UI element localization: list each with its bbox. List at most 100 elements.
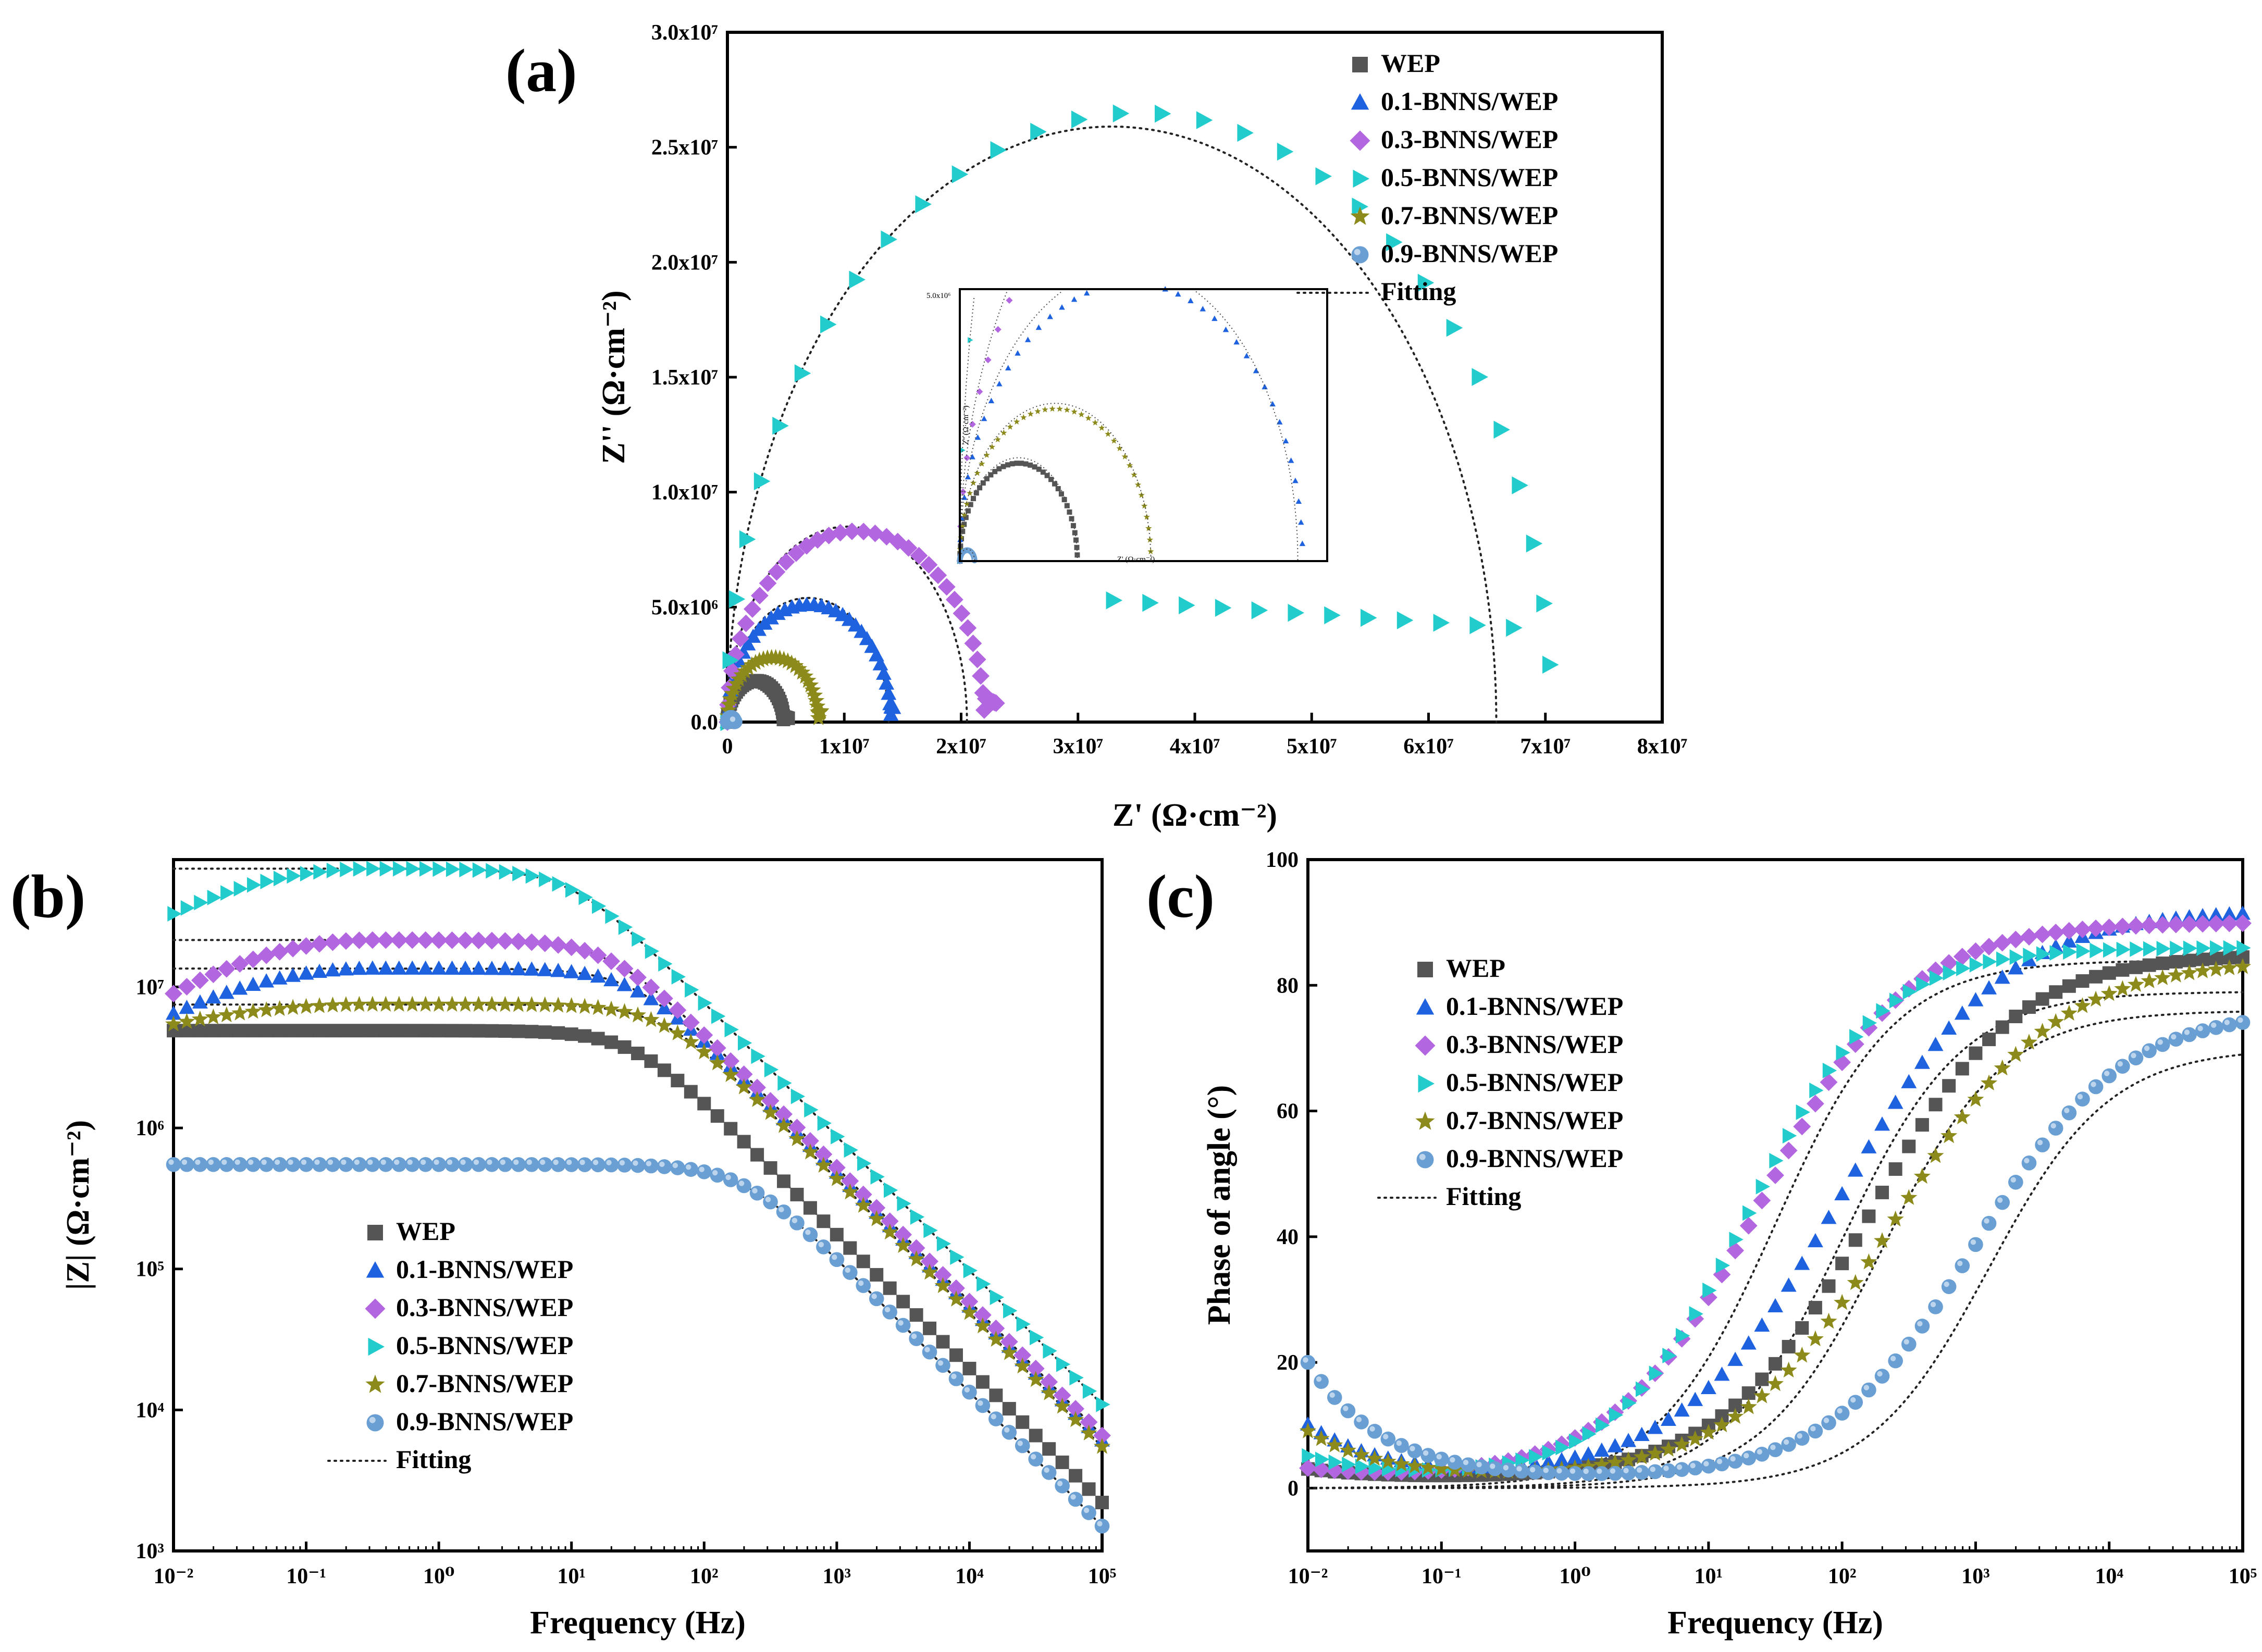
y-tick-label: 0 [1288,1476,1299,1500]
data-point [959,619,977,637]
data-point [471,1157,486,1172]
data-point [589,999,607,1015]
data-point [2128,1050,2144,1065]
data-point [797,667,814,684]
data-point [2182,1027,2197,1042]
series-0-3-bnns-wep [165,931,1111,1445]
inset-data-point [1007,424,1013,430]
data-point [1662,1348,1677,1363]
y-tick-label: 80 [1277,974,1299,998]
data-point [1339,1442,1356,1458]
inset-fit-curve-4 [959,403,1152,562]
data-point [747,653,764,670]
inset-data-point [1064,406,1070,413]
data-point [498,1157,513,1172]
fit-curve-wep [172,1029,1103,1504]
inset-data-point [961,494,968,500]
data-point [591,1032,605,1046]
data-point [975,1398,991,1413]
data-point [1396,611,1414,629]
data-point [721,695,738,712]
data-point [657,1063,671,1077]
data-point [1053,1386,1071,1405]
data-point [1179,596,1195,615]
inset-data-point [1295,498,1302,504]
data-point [2007,1046,2024,1062]
data-point [962,1361,977,1375]
data-point [339,1024,353,1038]
data-point [951,165,969,183]
inset-y-axis-title: Z'' (Ω·cm⁻²) [962,405,970,444]
inset-data-point [1044,473,1050,478]
data-point [1727,1408,1744,1424]
data-point [2020,1034,2038,1050]
data-point [615,960,634,978]
data-point [1000,1333,1018,1351]
data-point [539,871,553,887]
data-point [830,1227,844,1241]
data-point [589,946,607,964]
data-point [1014,1357,1031,1374]
data-point [2073,921,2092,938]
data-point [1980,1074,1998,1091]
data-point [2063,944,2078,960]
legend-item-0-1-bnns-wep: 0.1-BNNS/WEP [1351,86,1558,116]
y-tick-label: 3.0x10⁷ [651,21,718,45]
data-point [273,871,288,887]
inset-data-point [1073,537,1079,543]
data-point [868,1199,886,1217]
data-point [1302,1448,1316,1464]
bode-phase-fit-curves [1307,959,2244,1489]
data-point [285,1157,301,1172]
data-point [1567,1466,1583,1481]
data-point [1071,110,1088,129]
data-point [1835,1257,1849,1271]
data-point [392,1024,406,1038]
data-point [723,662,741,680]
data-point [1327,1390,1342,1405]
data-point [1781,1437,1796,1452]
data-point [1299,1422,1317,1438]
data-point [1636,1381,1650,1397]
data-point [1366,1450,1383,1466]
x-tick-label: 10⁵ [2229,1564,2257,1588]
data-point [2234,958,2252,974]
data-point [353,861,367,877]
inset-data-point [1282,438,1289,444]
data-point [975,1375,990,1389]
data-point [1821,1210,1837,1224]
data-point [313,864,328,880]
data-point [1621,1433,1637,1447]
data-point [406,861,421,877]
x-tick-label: 10⁵ [1088,1564,1117,1588]
data-point [1042,1442,1056,1456]
legend-marker [1416,1151,1434,1169]
data-point [790,660,808,676]
data-point [1355,1458,1370,1474]
data-point [1607,1438,1623,1452]
data-point [393,861,407,877]
inset-data-point [1134,481,1142,488]
data-point [536,934,554,952]
legend-label: 0.1-BNNS/WEP [1381,86,1558,116]
data-point [180,1024,194,1038]
data-point [698,995,712,1011]
data-point [1055,1478,1070,1494]
data-point [617,1040,632,1054]
y-tick-label: 60 [1277,1100,1299,1124]
data-point [870,1268,884,1282]
x-tick-label: 10⁻¹ [286,1564,326,1588]
data-point [908,1250,925,1266]
legend-marker [1351,246,1369,264]
data-point [2062,979,2076,993]
data-point [419,861,434,877]
data-point [1352,197,1368,216]
nyquist-x-axis-title: Z' (Ω·cm⁻²) [1113,798,1277,833]
data-point [843,522,861,540]
x-tick-label: 10⁴ [955,1564,984,1588]
data-point [377,931,395,949]
data-point [245,1157,261,1172]
data-point [578,1029,592,1043]
data-point [656,1017,673,1033]
data-point [404,996,421,1012]
